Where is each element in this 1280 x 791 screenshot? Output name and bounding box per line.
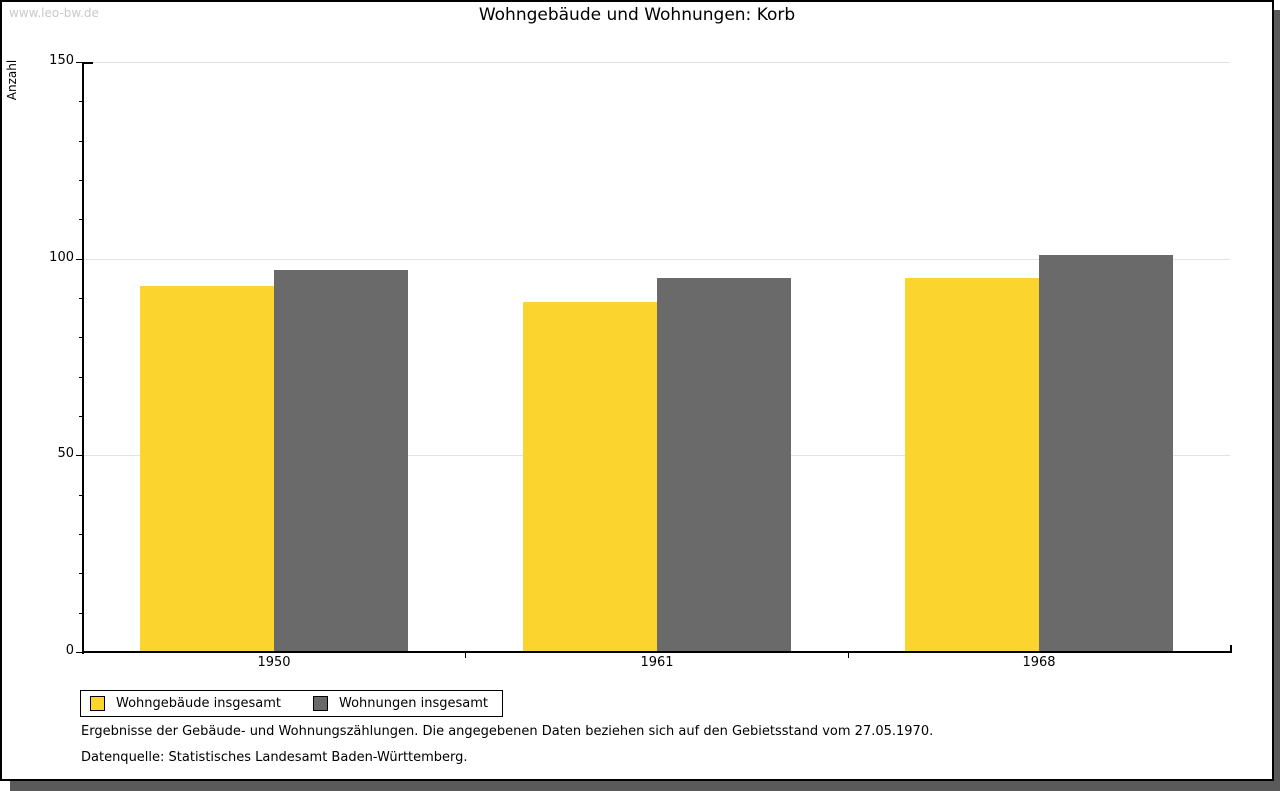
y-tick-label-100: 100 xyxy=(49,250,74,265)
x-tick-label-1950: 1950 xyxy=(257,655,291,670)
y-axis-tick-60 xyxy=(79,416,83,417)
legend-swatch-yellow xyxy=(90,696,105,711)
y-axis-tick-90 xyxy=(79,298,83,299)
chart-title: Wohngebäude und Wohnungen: Korb xyxy=(478,5,796,25)
bar-1950-wohnungen xyxy=(274,270,408,652)
y-tick-label-150: 150 xyxy=(49,53,74,68)
y-axis-label: Anzahl xyxy=(5,59,19,101)
y-axis-tick-40 xyxy=(79,495,83,496)
y-axis-tick-140 xyxy=(79,101,83,102)
y-axis-tick-10 xyxy=(79,613,83,614)
y-tick-label-0: 0 xyxy=(65,643,74,658)
legend-label: Wohnungen insgesamt xyxy=(339,696,488,711)
watermark: www.leo-bw.de xyxy=(9,6,99,20)
x-tick-label-1968: 1968 xyxy=(1022,655,1056,670)
footnote-data-source: Datenquelle: Statistisches Landesamt Bad… xyxy=(81,750,468,765)
y-axis-tick-150 xyxy=(76,62,83,63)
bar-1968-wohngebaeude xyxy=(905,278,1039,652)
chart-plot-area xyxy=(83,62,1230,652)
y-axis-tick-130 xyxy=(79,141,83,142)
y-axis-tick-80 xyxy=(79,337,83,338)
chart-legend: Wohngebäude insgesamt Wohnungen insgesam… xyxy=(80,690,503,717)
gridline-150 xyxy=(83,62,1230,63)
y-tick-label-50: 50 xyxy=(57,446,74,461)
x-axis-line xyxy=(83,651,1232,653)
y-axis-tick-30 xyxy=(79,534,83,535)
y-axis-end-cap xyxy=(84,62,93,64)
x-tick-label-1961: 1961 xyxy=(640,655,674,670)
x-axis-boundary-tick xyxy=(848,653,849,658)
y-axis-tick-70 xyxy=(79,377,83,378)
y-axis-tick-50 xyxy=(76,455,83,456)
legend-item-wohngebaeude: Wohngebäude insgesamt xyxy=(90,696,281,711)
y-axis-tick-120 xyxy=(79,180,83,181)
bar-1961-wohngebaeude xyxy=(523,302,657,652)
x-axis-boundary-tick xyxy=(465,653,466,658)
legend-swatch-gray xyxy=(313,696,328,711)
y-axis-tick-20 xyxy=(79,573,83,574)
gridline-100 xyxy=(83,258,1230,260)
legend-label: Wohngebäude insgesamt xyxy=(116,696,281,711)
y-axis-tick-110 xyxy=(79,219,83,220)
x-axis-end-cap xyxy=(1230,645,1232,653)
y-axis-tick-0 xyxy=(76,652,83,653)
bar-1968-wohnungen xyxy=(1039,255,1173,652)
y-axis-line xyxy=(82,62,84,654)
footnote-source-period: Ergebnisse der Gebäude- und Wohnungszähl… xyxy=(81,724,934,739)
bar-1950-wohngebaeude xyxy=(140,286,274,652)
legend-item-wohnungen: Wohnungen insgesamt xyxy=(313,696,488,711)
y-axis-tick-100 xyxy=(76,259,83,260)
bar-1961-wohnungen xyxy=(657,278,791,652)
